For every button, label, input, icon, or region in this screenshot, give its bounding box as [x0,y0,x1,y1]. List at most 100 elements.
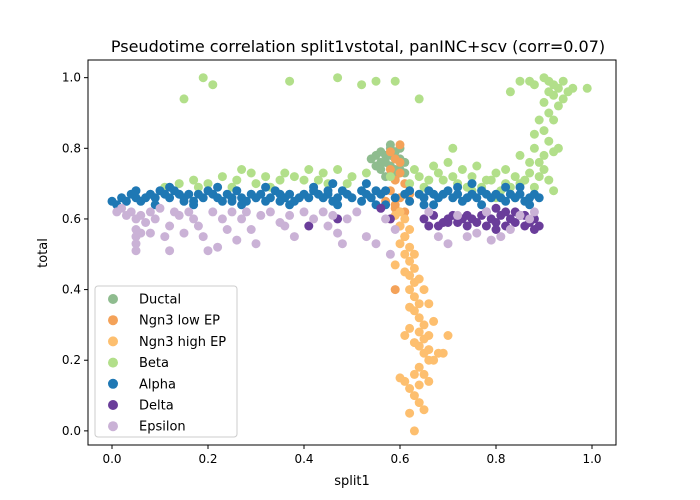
point-ngn3-high-ep-4 [405,256,415,266]
point-beta-4 [333,73,343,83]
point-ngn3-high-ep-52 [405,225,415,234]
point-beta-59 [438,175,448,185]
point-alpha-102 [357,196,367,206]
point-ductal-21 [385,140,395,150]
point-epsilon-13 [150,214,160,224]
point-beta-84 [203,179,213,189]
point-ngn3-high-ep-53 [395,207,405,217]
point-ngn3-high-ep-27 [400,267,410,277]
point-ductal-15 [381,157,391,167]
point-alpha-32 [265,193,275,203]
point-beta-70 [525,157,535,167]
point-alpha-104 [453,182,463,192]
point-beta-78 [289,172,299,182]
point-alpha-30 [256,189,266,199]
legend-label-beta: Beta [139,356,169,371]
point-alpha-56 [390,193,400,203]
point-beta-21 [539,97,549,107]
point-delta-2 [376,203,386,213]
point-ngn3-high-ep-46 [424,376,434,386]
point-beta-7 [390,76,400,86]
point-alpha-109 [275,196,285,206]
x-tick-label: 0.4 [294,452,313,466]
legend-marker-ductal [108,294,118,304]
point-beta-29 [544,175,554,185]
point-alpha-18 [198,193,208,203]
point-beta-58 [525,168,535,178]
chart-title: Pseudotime correlation split1vstotal, pa… [111,37,605,56]
point-epsilon-60 [496,232,506,242]
point-epsilon-64 [529,207,539,217]
point-epsilon-21 [189,214,199,224]
point-beta-73 [361,168,371,178]
point-ngn3-high-ep-2 [405,242,415,252]
point-epsilon-55 [453,210,463,220]
point-beta-83 [217,172,227,182]
point-epsilon-29 [227,207,237,217]
point-alpha-106 [131,186,141,196]
point-delta-13 [472,218,482,227]
point-delta-15 [481,221,491,231]
point-beta-74 [347,172,357,182]
point-beta-25 [544,136,554,146]
point-beta-2 [208,80,218,90]
point-beta-67 [414,172,424,182]
point-beta-47 [510,172,520,182]
point-alpha-87 [467,179,477,189]
point-epsilon-9 [131,246,141,256]
point-epsilon-39 [289,232,299,242]
point-epsilon-27 [217,214,227,224]
legend-label-alpha: Alpha [139,377,176,392]
x-tick-label: 0.8 [486,452,505,466]
point-beta-31 [534,172,544,182]
point-epsilon-46 [342,214,352,224]
point-epsilon-38 [285,210,295,220]
point-beta-92 [193,182,203,192]
point-beta-32 [529,182,539,192]
point-alpha-25 [232,186,242,196]
point-beta-23 [549,115,559,125]
y-axis-ticks: 0.0 0.2 0.4 0.6 0.8 1.0 [62,71,88,438]
point-alpha-112 [419,200,429,210]
point-alpha-96 [477,200,487,210]
point-epsilon-61 [505,225,515,234]
point-ngn3-high-ep-42 [395,373,405,383]
point-beta-85 [189,175,199,185]
point-delta-17 [491,218,501,227]
point-beta-96 [280,168,290,178]
x-axis-ticks: 0.0 0.2 0.4 0.6 0.8 1.0 [102,445,602,466]
point-beta-69 [501,165,511,174]
point-epsilon-56 [462,232,472,242]
point-epsilon-28 [222,225,232,234]
point-ngn3-high-ep-12 [414,313,424,323]
point-alpha-107 [179,196,189,206]
legend-marker-alpha [108,378,118,389]
point-ngn3-high-ep-3 [400,249,410,259]
point-epsilon-12 [145,207,155,217]
point-beta-9 [505,87,515,97]
point-beta-51 [448,172,458,182]
x-axis-label: split1 [334,474,370,489]
point-alpha-55 [381,186,391,196]
point-ngn3-high-ep-29 [409,249,419,259]
point-epsilon-45 [337,239,347,249]
point-epsilon-58 [481,207,491,217]
point-ngn3-high-ep-19 [414,362,424,372]
point-delta-32 [462,210,472,220]
point-alpha-60 [419,193,429,203]
point-beta-19 [568,83,578,93]
point-epsilon-43 [328,210,338,220]
x-tick-label: 0.2 [198,452,217,466]
point-epsilon-11 [141,218,151,227]
point-ngn3-high-ep-48 [414,380,424,390]
point-epsilon-54 [443,239,453,249]
point-beta-75 [333,165,343,174]
point-epsilon-69 [165,246,175,256]
point-alpha-67 [453,189,463,199]
point-epsilon-36 [265,207,275,217]
point-delta-36 [491,225,501,234]
legend-box [94,285,238,438]
point-epsilon-33 [246,225,256,234]
point-delta-27 [501,207,511,217]
point-ductal-6 [376,165,386,174]
